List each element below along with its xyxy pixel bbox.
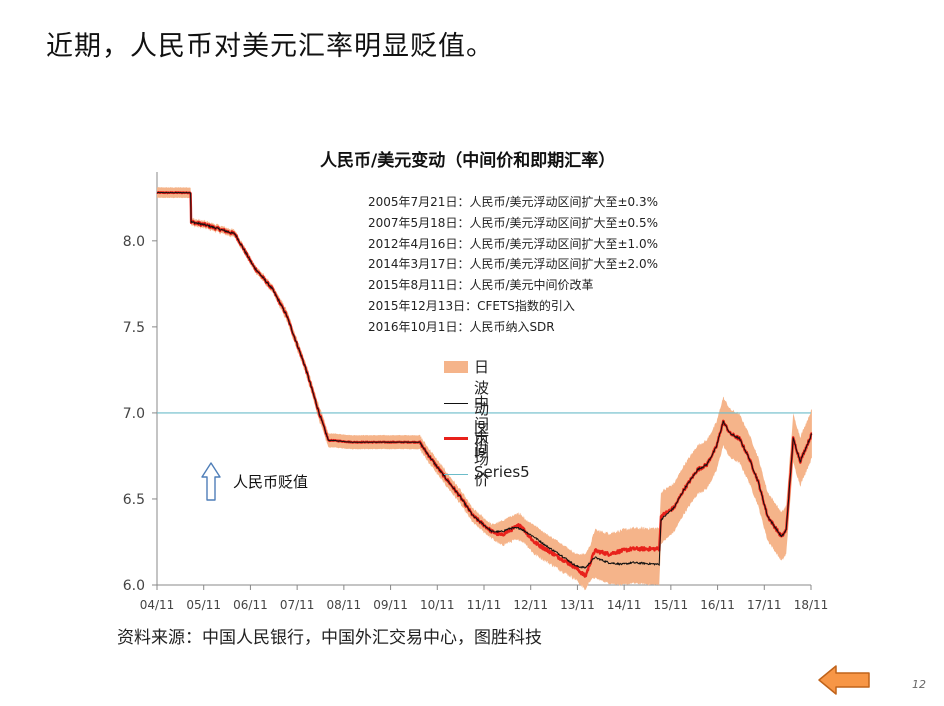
legend-label: 日波动区间 bbox=[474, 358, 490, 460]
y-tick-label: 6.5 bbox=[123, 492, 145, 508]
legend-label: Series5 bbox=[474, 462, 530, 481]
x-tick-label: 06/11 bbox=[233, 598, 268, 612]
legend-label: 中间价 bbox=[474, 393, 490, 454]
annotation-item: 2005年7月21日：人民币/美元浮动区间扩大至±0.3% bbox=[368, 195, 659, 209]
y-tick-label: 8.0 bbox=[123, 234, 145, 250]
x-tick-label: 12/11 bbox=[513, 598, 548, 612]
annotation-item: 2007年5月18日：人民币/美元浮动区间扩大至±0.5% bbox=[368, 215, 659, 230]
legend-swatch bbox=[444, 473, 468, 475]
source-note: 资料来源：中国人民银行，中国外汇交易中心，图胜科技 bbox=[117, 628, 542, 648]
x-tick-label: 08/11 bbox=[327, 598, 362, 612]
x-tick-label: 10/11 bbox=[420, 598, 455, 612]
annotation-item: 2015年12月13日：CFETS指数的引入 bbox=[368, 298, 575, 313]
daily-band-area bbox=[157, 187, 812, 591]
annotation-item: 2015年8月11日：人民币/美元中间价改革 bbox=[368, 278, 594, 293]
y-tick-label: 6.0 bbox=[123, 578, 145, 594]
x-tick-label: 11/11 bbox=[467, 598, 502, 612]
x-tick-label: 18/11 bbox=[794, 598, 829, 612]
x-tick-label: 15/11 bbox=[654, 598, 689, 612]
legend-swatch bbox=[444, 402, 468, 404]
legend-label: 市场价 bbox=[474, 429, 490, 489]
x-tick-label: 05/11 bbox=[186, 598, 221, 612]
x-tick-label: 17/11 bbox=[747, 598, 782, 612]
depreciation-label: 人民币贬值 bbox=[233, 473, 309, 491]
y-tick-label: 7.0 bbox=[123, 406, 145, 422]
x-tick-label: 04/11 bbox=[140, 598, 175, 612]
central-parity-line bbox=[156, 191, 813, 569]
policy-annotations: 2005年7月21日：人民币/美元浮动区间扩大至±0.3% 2007年5月18日… bbox=[368, 192, 658, 338]
legend-swatch bbox=[444, 361, 468, 373]
annotation-item: 2016年10月1日：人民币纳入SDR bbox=[368, 319, 555, 334]
x-tick-label: 14/11 bbox=[607, 598, 642, 612]
chart-title: 人民币/美元变动（中间价和即期汇率） bbox=[320, 151, 616, 171]
x-tick-label: 09/11 bbox=[373, 598, 408, 612]
x-tick-label: 07/11 bbox=[280, 598, 315, 612]
left-arrow-icon[interactable] bbox=[816, 662, 874, 698]
x-tick-label: 16/11 bbox=[700, 598, 735, 612]
x-tick-labels: 04/11 05/11 06/11 07/11 08/11 09/11 10/11 11/11… bbox=[140, 585, 829, 612]
page-number: 12 bbox=[912, 678, 926, 691]
y-tick-label: 7.5 bbox=[123, 320, 145, 336]
x-tick-label: 13/11 bbox=[560, 598, 595, 612]
annotation-item: 2012年4月16日：人民币/美元浮动区间扩大至±1.0% bbox=[368, 236, 659, 251]
slide-title: 近期，人民币对美元汇率明显贬值。 bbox=[46, 31, 494, 62]
y-tick-labels: 6.0 6.5 7.0 7.5 8.0 bbox=[123, 234, 157, 594]
annotation-item: 2014年3月17日：人民币/美元浮动区间扩大至±2.0% bbox=[368, 257, 659, 272]
legend-swatch bbox=[444, 437, 468, 440]
hollow-up-arrow-icon bbox=[201, 462, 221, 501]
